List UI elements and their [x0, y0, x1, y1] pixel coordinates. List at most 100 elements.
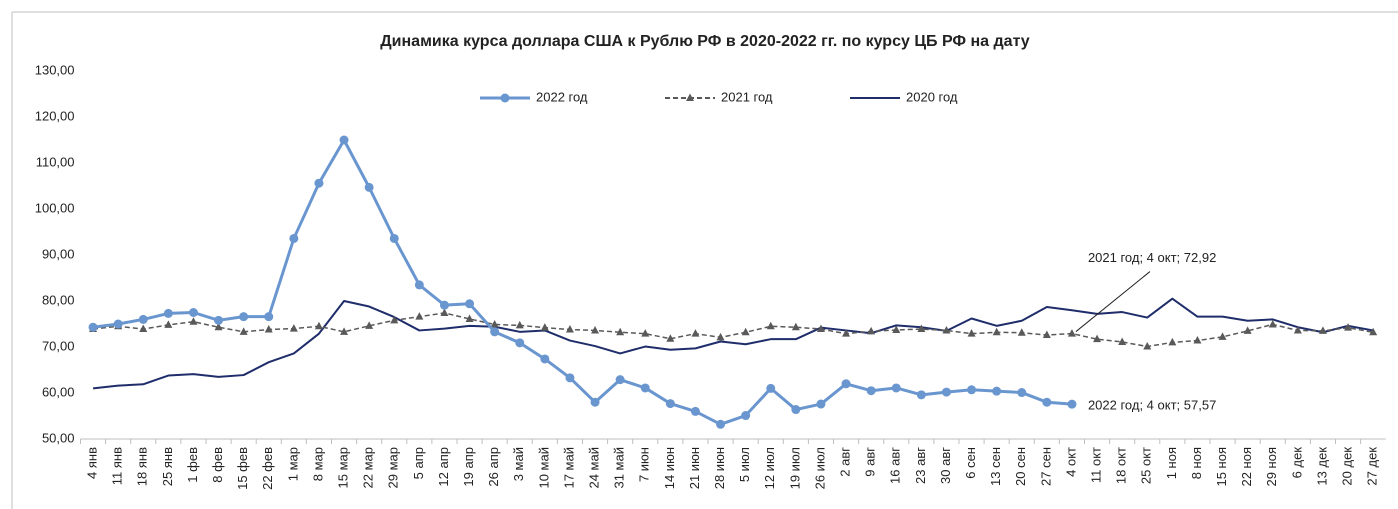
- point-marker: [1318, 326, 1327, 334]
- x-tick-label: 4 окт: [1063, 447, 1078, 477]
- point-marker: [1067, 399, 1077, 409]
- x-tick-label: 22 мар: [361, 447, 376, 488]
- point-marker: [515, 338, 525, 348]
- point-marker: [766, 321, 775, 330]
- point-marker: [992, 386, 1002, 396]
- point-marker: [565, 373, 575, 383]
- point-marker: [741, 411, 751, 421]
- point-marker: [314, 321, 323, 330]
- point-marker: [490, 319, 499, 328]
- point-marker: [866, 386, 876, 396]
- point-marker: [641, 329, 650, 337]
- x-tick-label: 3 май: [511, 447, 526, 481]
- x-tick-label: 16 авг: [888, 447, 903, 484]
- point-marker: [314, 178, 324, 188]
- point-marker: [88, 322, 98, 332]
- x-tick-label: 29 мар: [386, 447, 401, 488]
- point-marker: [967, 385, 977, 395]
- x-tick-label: 15 ноя: [1214, 447, 1229, 487]
- point-marker: [665, 399, 675, 409]
- x-tick-label: 1 фев: [185, 447, 200, 483]
- point-marker: [515, 320, 524, 329]
- point-marker: [590, 397, 600, 407]
- y-tick-label: 120,00: [35, 108, 75, 123]
- x-tick-label: 2 авг: [837, 447, 852, 477]
- y-tick-label: 90,00: [42, 246, 75, 261]
- x-tick-label: 27 дек: [1365, 447, 1380, 486]
- x-tick-label: 11 янв: [110, 447, 125, 485]
- series-line: [92, 138, 1073, 426]
- x-tick-label: 4 янв: [84, 447, 99, 479]
- data-label: 2021 год; 4 окт; 72,92: [1088, 250, 1216, 265]
- point-marker: [414, 280, 424, 290]
- point-marker: [364, 182, 374, 192]
- point-marker: [565, 325, 574, 333]
- leader-line: [1075, 271, 1151, 332]
- x-tick-label: 15 мар: [335, 447, 350, 488]
- x-tick-label: 17 май: [561, 447, 576, 489]
- point-marker: [1067, 329, 1076, 337]
- x-tick-label: 25 янв: [160, 447, 175, 486]
- point-marker: [214, 315, 224, 325]
- legend-marker: [500, 93, 510, 103]
- point-marker: [1017, 388, 1027, 398]
- point-marker: [1143, 342, 1152, 350]
- x-tick-label: 13 сен: [988, 447, 1003, 486]
- x-tick-label: 20 сен: [1013, 447, 1028, 486]
- point-marker: [741, 327, 750, 336]
- y-tick-label: 70,00: [42, 338, 75, 353]
- point-marker: [1168, 337, 1177, 346]
- point-marker: [189, 317, 198, 325]
- x-tick-label: 26 апр: [486, 447, 501, 487]
- point-marker: [163, 308, 173, 318]
- point-marker: [842, 329, 851, 337]
- x-tick-label: 25 окт: [1139, 447, 1154, 484]
- point-marker: [591, 325, 600, 334]
- point-marker: [1218, 332, 1227, 340]
- x-tick-label: 5 июл: [737, 447, 752, 482]
- x-tick-label: 21 июн: [687, 447, 702, 489]
- point-marker: [917, 324, 926, 333]
- point-marker: [188, 308, 198, 317]
- point-marker: [666, 334, 675, 342]
- point-marker: [540, 354, 550, 364]
- point-marker: [440, 308, 449, 316]
- legend-marker: [686, 93, 694, 101]
- y-tick-label: 100,00: [35, 200, 75, 215]
- point-marker: [867, 326, 876, 335]
- point-marker: [1243, 326, 1252, 334]
- point-marker: [1293, 325, 1302, 334]
- point-marker: [1093, 334, 1102, 343]
- point-marker: [1268, 319, 1277, 328]
- point-marker: [1042, 397, 1052, 407]
- point-marker: [942, 325, 951, 334]
- point-marker: [916, 390, 926, 400]
- point-marker: [1118, 337, 1127, 345]
- point-marker: [214, 322, 223, 331]
- point-marker: [816, 399, 826, 409]
- x-tick-label: 23 авг: [913, 447, 928, 484]
- point-marker: [540, 323, 549, 331]
- point-marker: [139, 324, 148, 333]
- x-tick-label: 19 июл: [787, 447, 802, 489]
- x-tick-label: 19 апр: [461, 447, 476, 487]
- point-marker: [113, 319, 123, 329]
- point-marker: [992, 327, 1001, 336]
- x-tick-label: 8 ноя: [1189, 447, 1204, 479]
- chart-title: Динамика курса доллара США к Рублю РФ в …: [380, 33, 1030, 50]
- x-tick-label: 27 сен: [1038, 447, 1053, 486]
- point-marker: [766, 383, 776, 393]
- point-marker: [1017, 328, 1026, 336]
- x-tick-label: 12 июл: [762, 447, 777, 489]
- x-tick-label: 20 дек: [1339, 447, 1354, 486]
- legend-label: 2020 год: [906, 89, 958, 104]
- x-tick-label: 24 май: [586, 447, 601, 489]
- point-marker: [1193, 336, 1202, 344]
- point-marker: [465, 314, 474, 322]
- x-tick-label: 6 дек: [1289, 447, 1304, 479]
- point-marker: [439, 300, 449, 310]
- point-marker: [415, 312, 424, 320]
- point-marker: [340, 327, 349, 335]
- x-tick-label: 22 фев: [260, 447, 275, 490]
